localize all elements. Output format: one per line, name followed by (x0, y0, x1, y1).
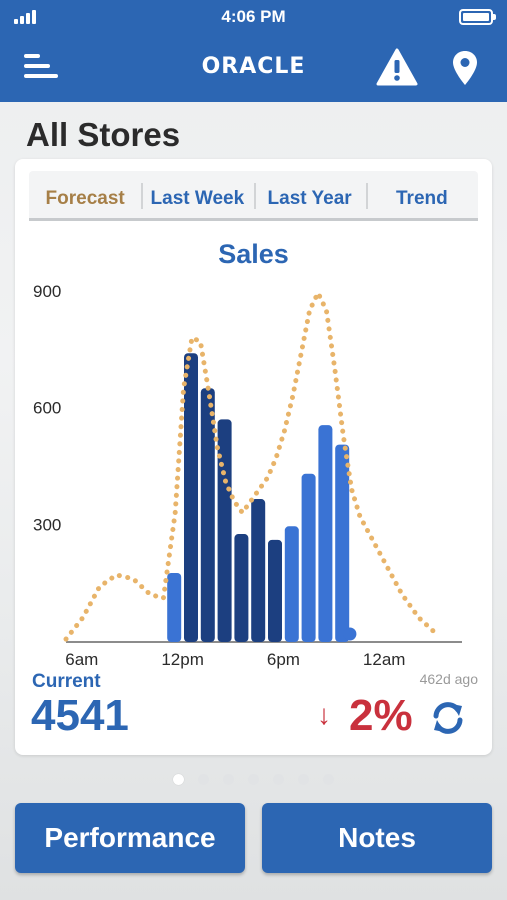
forecast-line (63, 287, 439, 642)
chart-title: Sales (218, 239, 289, 269)
tab-last-year[interactable]: Last Year (253, 171, 366, 218)
performance-button[interactable]: Performance (15, 803, 245, 873)
page-indicator (0, 774, 507, 785)
down-arrow-icon: ↓ (317, 699, 331, 730)
refresh-icon[interactable] (430, 700, 466, 736)
status-time: 4:06 PM (221, 7, 286, 26)
x-tick-label: 12am (363, 650, 406, 669)
page-dot[interactable] (223, 774, 234, 785)
page-dot[interactable] (173, 774, 184, 785)
signal-icon (14, 10, 40, 24)
tab-trend[interactable]: Trend (365, 171, 478, 218)
sales-bar (251, 499, 266, 642)
page-dot[interactable] (323, 774, 334, 785)
sales-bar (284, 526, 299, 642)
sales-bar (234, 534, 249, 642)
sales-bar (200, 388, 215, 642)
x-tick-label: 6am (65, 650, 98, 669)
change-value: 2% (349, 691, 413, 740)
battery-icon (459, 9, 496, 25)
y-tick-label: 300 (33, 515, 61, 534)
x-tick-label: 12pm (161, 650, 204, 669)
last-updated: 462d ago (419, 671, 478, 687)
sales-bar (335, 444, 350, 642)
status-bar: 4:06 PM (0, 0, 507, 34)
sales-bar (167, 572, 182, 642)
brand-logo: ORACLE (201, 54, 306, 79)
notes-button[interactable]: Notes (262, 803, 492, 873)
page-dot[interactable] (273, 774, 284, 785)
sales-bar (301, 473, 316, 642)
sales-chart: 900 600 300 6am 12pm 6pm 12am (33, 282, 462, 669)
y-tick-label: 600 (33, 399, 61, 418)
y-tick-label: 900 (33, 282, 61, 301)
tab-forecast[interactable]: Forecast (45, 188, 125, 209)
location-pin-icon[interactable] (452, 50, 478, 86)
x-tick-label: 6pm (267, 650, 300, 669)
sales-bar (184, 353, 198, 642)
menu-icon[interactable] (24, 51, 58, 81)
current-value: 4541 (31, 691, 129, 740)
sales-bar (268, 539, 282, 642)
tab-bar: Forecast Last Week Last Year Trend (29, 171, 478, 221)
nav-bar: ORACLE (0, 34, 507, 102)
page-dot[interactable] (298, 774, 309, 785)
sales-point (343, 627, 357, 641)
page-title: All Stores (26, 116, 181, 153)
tab-last-week[interactable]: Last Week (141, 171, 253, 218)
sales-card: Forecast Last Week Last Year Trend Sales… (15, 159, 492, 755)
warning-icon[interactable] (376, 48, 418, 86)
page-dot[interactable] (248, 774, 259, 785)
page-dot[interactable] (198, 774, 209, 785)
sales-bar (217, 419, 232, 642)
sales-bar (318, 425, 333, 642)
current-label: Current (32, 671, 101, 692)
